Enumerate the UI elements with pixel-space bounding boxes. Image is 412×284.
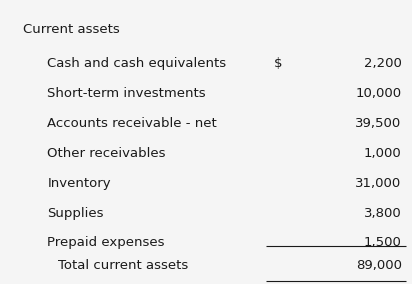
Text: 89,000: 89,000	[356, 259, 402, 272]
Text: 3,800: 3,800	[364, 206, 402, 220]
Text: Inventory: Inventory	[47, 177, 111, 190]
Text: 1,000: 1,000	[364, 147, 402, 160]
Text: Total current assets: Total current assets	[58, 259, 188, 272]
Text: 39,500: 39,500	[356, 117, 402, 130]
Text: 10,000: 10,000	[356, 87, 402, 100]
Text: Other receivables: Other receivables	[47, 147, 166, 160]
Text: Cash and cash equivalents: Cash and cash equivalents	[47, 57, 227, 70]
Text: Short-term investments: Short-term investments	[47, 87, 206, 100]
Text: Accounts receivable - net: Accounts receivable - net	[47, 117, 217, 130]
Text: Current assets: Current assets	[23, 23, 119, 36]
Text: Supplies: Supplies	[47, 206, 104, 220]
Text: Prepaid expenses: Prepaid expenses	[47, 236, 165, 249]
Text: $: $	[274, 57, 283, 70]
Text: 31,000: 31,000	[356, 177, 402, 190]
Text: 1,500: 1,500	[364, 236, 402, 249]
Text: 2,200: 2,200	[364, 57, 402, 70]
